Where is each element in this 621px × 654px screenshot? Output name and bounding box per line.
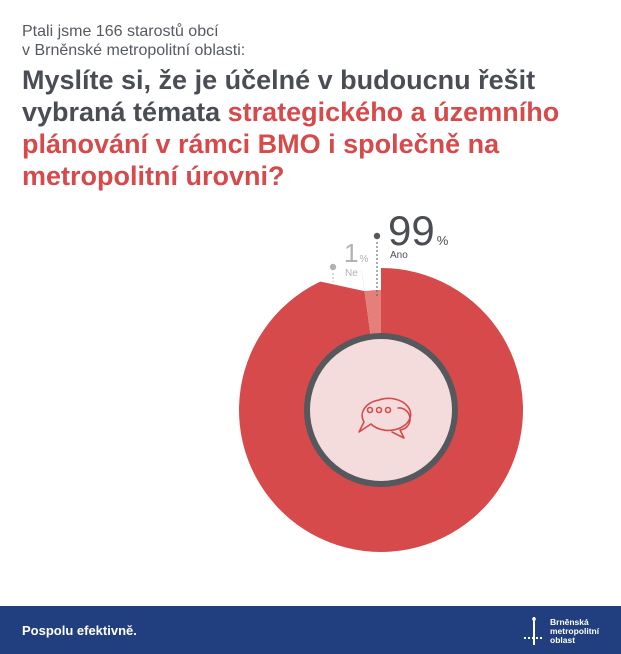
footer-bar: Pospolu efektivně. Brněnská metropolitní… xyxy=(0,606,621,654)
question-part-1: Myslíte si, že je účelné v budoucnu řeši… xyxy=(22,65,536,127)
chat-bubbles-icon xyxy=(358,397,412,439)
chart-slices xyxy=(239,267,524,552)
logo-mark-icon xyxy=(524,617,544,645)
logo-line-1: Brněnská xyxy=(550,617,589,627)
intro-line-2: v Brněnské metropolitní oblasti: xyxy=(22,42,246,59)
ne-category-label: Ne xyxy=(345,268,358,279)
ano-value-label: 99% xyxy=(388,207,449,254)
bmo-logo: Brněnská metropolitní oblast xyxy=(520,614,615,648)
slice-ano xyxy=(239,268,524,552)
slice-ne xyxy=(364,290,381,341)
question-heading: Myslíte si, že je účelné v budoucnu řeši… xyxy=(22,64,582,192)
donut-chart: 99% Ano 1% Ne xyxy=(239,207,524,552)
slice-labels: 99% Ano 1% Ne xyxy=(329,207,449,297)
intro-line-1: Ptali jsme 166 starostů obcí xyxy=(22,23,219,40)
slice-notch xyxy=(317,267,365,292)
ano-marker-dot xyxy=(373,232,381,240)
logo-line-3: oblast xyxy=(550,635,576,645)
ne-value-label: 1% xyxy=(344,238,368,268)
ano-category-label: Ano xyxy=(390,250,408,261)
footer-slogan: Pospolu efektivně. xyxy=(22,623,137,638)
intro-text: Ptali jsme 166 starostů obcí v Brněnské … xyxy=(22,22,245,60)
logo-text: Brněnská metropolitní oblast xyxy=(550,618,599,645)
question-part-2: strategického a územního plánování v rám… xyxy=(22,97,560,191)
ne-marker-dot xyxy=(329,263,337,271)
logo-line-2: metropolitní xyxy=(550,626,600,636)
